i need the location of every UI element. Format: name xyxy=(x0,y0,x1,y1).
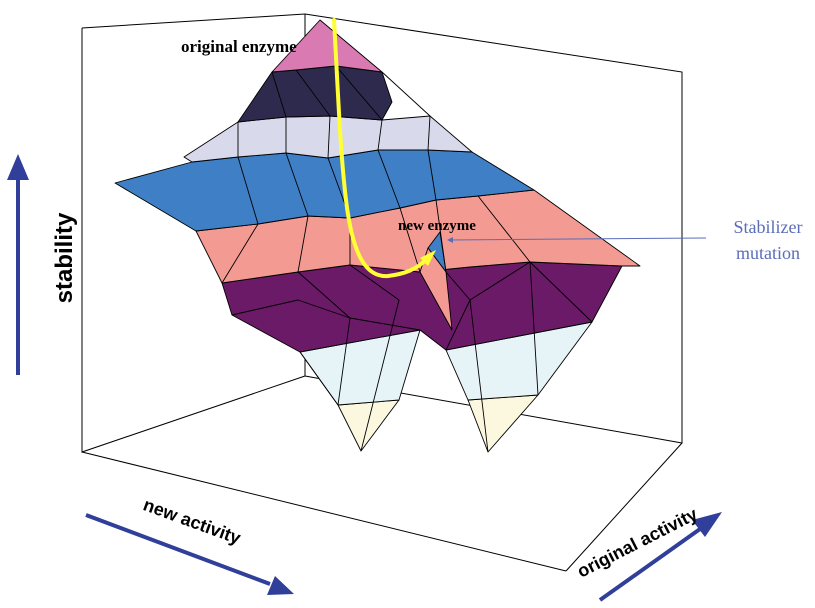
stability-axis-arrow-head xyxy=(7,154,29,180)
mesh-line xyxy=(299,351,339,406)
new-activity-axis-arrow-shaft xyxy=(85,513,271,586)
surface-mesh-lines xyxy=(221,65,593,453)
box-floor-front-edge xyxy=(81,451,567,572)
band-pink-peak xyxy=(271,19,383,73)
original-activity-axis-arrow-shaft xyxy=(598,527,702,602)
band-cream xyxy=(337,399,400,452)
original-activity-axis-arrow-head xyxy=(692,512,722,537)
stabilizer-pointer-arrow xyxy=(447,236,707,243)
mesh-line xyxy=(231,299,421,331)
box-floor-right-edge xyxy=(565,442,683,572)
trajectory-arrowhead xyxy=(420,250,436,266)
band-cream-right xyxy=(467,394,539,453)
band-dark-navy xyxy=(237,65,393,123)
new-enzyme-label: new enzyme xyxy=(398,218,476,234)
mesh-line xyxy=(221,122,259,284)
mesh-line xyxy=(335,65,421,273)
stabilizer-label-line1: Stabilizer xyxy=(734,217,803,237)
mesh-line xyxy=(477,195,539,396)
mesh-line xyxy=(445,261,593,351)
new-activity-axis-arrow-head xyxy=(267,576,294,595)
stabilizer-label-line2: mutation xyxy=(736,243,800,263)
original-enzyme-label: original enzyme xyxy=(181,37,297,56)
stability-axis-label: stability xyxy=(51,212,78,303)
box-top-back-edge xyxy=(81,13,306,29)
landscape-surface xyxy=(114,19,641,453)
evolution-trajectory-path xyxy=(332,18,430,279)
